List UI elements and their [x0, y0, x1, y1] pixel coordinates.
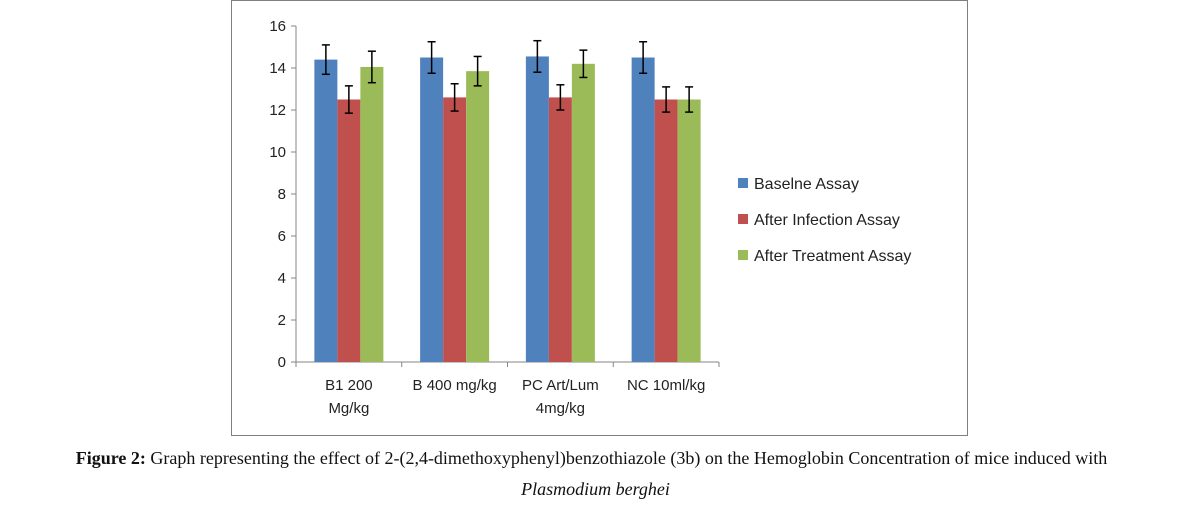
bar — [525, 56, 549, 362]
y-tick-label: 16 — [269, 18, 286, 35]
legend-swatch — [738, 250, 748, 260]
y-tick-label: 12 — [269, 102, 286, 119]
legend-label: After Infection Assay — [754, 212, 900, 229]
x-category-label: Mg/kg — [328, 400, 369, 417]
chart-frame: 0 2 4 6 8 10 12 14 16 B1 200 Mg/kg B 400 mg/kg PC Ar… — [231, 0, 968, 436]
caption-text: Graph representing the effect of 2-(2,4-… — [145, 448, 1108, 468]
bar — [631, 57, 655, 362]
figure-caption: Figure 2: Graph representing the effect … — [0, 448, 1191, 500]
y-tick-label: 2 — [278, 312, 286, 329]
y-tick-label: 4 — [278, 270, 286, 287]
bar — [360, 66, 384, 362]
y-tick-label: 0 — [278, 354, 286, 371]
legend-label: Baselne Assay — [754, 176, 859, 193]
x-category-label: 4mg/kg — [536, 400, 585, 417]
legend-label: After Treatment Assay — [754, 248, 911, 265]
bar — [443, 97, 467, 363]
legend-swatch — [738, 178, 748, 188]
bar — [420, 57, 444, 362]
caption-label: Figure 2: — [75, 448, 146, 468]
bar — [677, 99, 701, 362]
x-category-label: PC Art/Lum — [522, 377, 599, 394]
bar — [337, 99, 361, 362]
y-tick-label: 8 — [278, 186, 286, 203]
y-tick-label: 10 — [269, 144, 286, 161]
bar-chart: 0 2 4 6 8 10 12 14 16 B1 200 Mg/kg B 400 mg/kg PC Ar… — [269, 18, 911, 417]
caption-line1: Figure 2: Graph representing the effect … — [0, 448, 1191, 469]
caption-species: Plasmodium berghei — [521, 479, 670, 499]
bar — [548, 97, 572, 363]
bar — [466, 71, 490, 363]
bar — [654, 99, 678, 362]
y-tick-label: 14 — [269, 60, 286, 77]
legend-swatch — [738, 214, 748, 224]
bar — [314, 59, 338, 362]
x-category-label: B 400 mg/kg — [413, 377, 497, 394]
y-tick-label: 6 — [278, 228, 286, 245]
bar — [571, 63, 595, 363]
x-category-label: NC 10ml/kg — [627, 377, 705, 394]
x-category-label: B1 200 — [325, 377, 373, 394]
